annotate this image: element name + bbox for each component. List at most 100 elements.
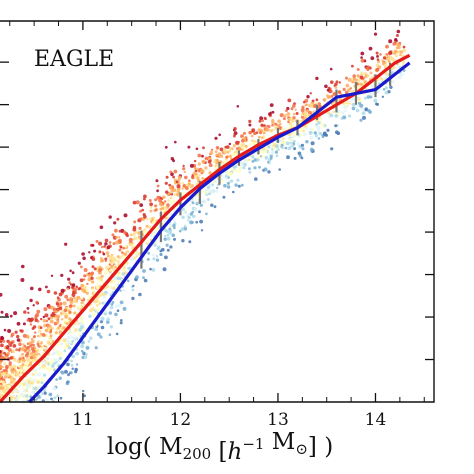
scatter-point (66, 287, 70, 291)
scatter-point (30, 347, 35, 351)
scatter-point (334, 86, 338, 89)
scatter-point (58, 292, 63, 297)
scatter-point (345, 76, 348, 80)
scatter-point (21, 363, 25, 367)
scatter-point (110, 306, 114, 310)
scatter-point (127, 267, 130, 270)
scatter-point (369, 92, 373, 96)
scatter-point (326, 88, 330, 92)
scatter-point (51, 364, 55, 368)
scatter-point (14, 388, 18, 391)
scatter-point (76, 295, 81, 300)
scatter-point (51, 353, 55, 356)
scatter-point (16, 394, 21, 398)
scatter-point (305, 127, 309, 131)
scatter-point (66, 298, 70, 302)
scatter-point (396, 29, 401, 34)
scatter-point (43, 391, 47, 395)
scatter-point (394, 38, 398, 42)
scatter-point (271, 124, 274, 127)
scatter-point (143, 278, 148, 283)
scatter-point (97, 276, 102, 280)
scatter-point (215, 153, 219, 157)
scatter-point (7, 329, 12, 333)
scatter-point (166, 206, 170, 209)
scatter-point (142, 269, 146, 273)
scatter-point (71, 283, 76, 287)
scatter-point (375, 68, 379, 72)
scatter-point (7, 348, 12, 352)
scatter-point (98, 301, 102, 305)
scatter-point (72, 304, 76, 308)
scatter-point (154, 198, 158, 202)
scatter-point (292, 112, 296, 116)
scatter-point (309, 103, 314, 108)
scatter-point (202, 189, 206, 193)
scatter-point (51, 358, 54, 362)
scatter-point (241, 139, 245, 143)
scatter-point (112, 280, 116, 284)
scatter-point (122, 288, 126, 292)
scatter-point (306, 95, 310, 99)
scatter-point (46, 340, 51, 345)
scatter-point (0, 343, 4, 348)
scatter-point (0, 377, 4, 381)
scatter-point (32, 304, 35, 307)
scatter-point (342, 87, 346, 91)
scatter-point (12, 364, 17, 369)
scatter-point (112, 242, 116, 246)
scatter-point (138, 226, 142, 230)
scatter-point (31, 373, 35, 376)
scatter-point (9, 365, 14, 370)
scatter-point (91, 265, 95, 269)
scatter-point (77, 261, 81, 265)
scatter-point (90, 276, 94, 280)
scatter-point (74, 370, 78, 374)
scatter-point (137, 231, 141, 235)
scatter-point (77, 333, 81, 336)
scatter-point (53, 291, 58, 295)
scatter-point (301, 147, 305, 151)
scatter-point (348, 100, 352, 103)
scatter-point (131, 296, 135, 301)
scatter-point (19, 354, 23, 358)
scatter-point (300, 113, 304, 117)
scatter-point (89, 336, 93, 340)
scatter-point (291, 123, 295, 128)
scatter-point (5, 346, 9, 350)
scatter-point (83, 285, 87, 290)
scatter-point (122, 255, 126, 260)
scatter-point (10, 369, 15, 374)
scatter-point (280, 139, 283, 143)
scatter-point (176, 189, 180, 193)
scatter-point (56, 296, 60, 300)
scatter-point (165, 175, 169, 179)
scatter-point (383, 63, 387, 67)
scatter-point (191, 175, 195, 180)
scatter-point (19, 329, 22, 332)
scatter-point (215, 189, 219, 193)
scatter-point (83, 355, 88, 359)
scatter-point (82, 256, 86, 261)
scatter-point (240, 143, 245, 148)
scatter-point (70, 363, 74, 367)
scatter-point (52, 348, 56, 352)
scatter-point (98, 271, 102, 275)
scatter-point (109, 268, 112, 272)
scatter-point (309, 135, 314, 140)
scatter-point (139, 203, 144, 208)
scatter-point (105, 251, 110, 255)
scatter-point (250, 134, 254, 138)
scatter-point (69, 307, 73, 311)
scatter-point (292, 104, 296, 108)
scatter-point (189, 163, 194, 168)
scatter-point (22, 359, 26, 363)
scatter-point (198, 210, 201, 214)
scatter-point (288, 121, 293, 126)
scatter-point (110, 254, 114, 258)
scatter-point (264, 117, 267, 121)
scatter-point (21, 356, 25, 360)
scatter-point (26, 351, 30, 355)
x-tick-labels: 11 12 13 14 (72, 410, 386, 430)
scatter-point (393, 40, 398, 44)
